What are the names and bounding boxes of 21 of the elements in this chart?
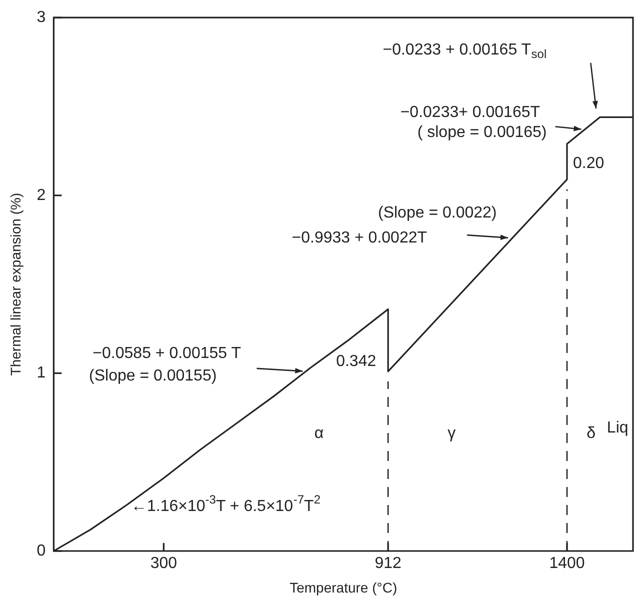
annotation: δ — [586, 425, 596, 442]
annotation: α — [314, 425, 324, 442]
x-tick-label: 912 — [374, 555, 402, 572]
annotation: −0.0585 + 0.00155 T — [92, 344, 242, 362]
annotation: (Slope = 0.00155) — [89, 367, 217, 384]
y-axis-title: Thermal linear expansion (%) — [7, 192, 24, 376]
annotation: −0.0233+ 0.00165T — [400, 104, 540, 122]
y-tick-label: 1 — [36, 364, 46, 382]
annotation: (Slope = 0.0022) — [378, 204, 497, 222]
annotation: Liq — [606, 420, 628, 437]
y-tick-label: 0 — [36, 542, 46, 560]
annotation: γ — [448, 425, 456, 442]
y-tick-label: 3 — [36, 9, 46, 26]
y-tick-label: 2 — [36, 186, 46, 204]
annotation: −0.9933 + 0.0022T — [292, 229, 428, 246]
x-axis-title: Temperature (°C) — [290, 579, 398, 596]
x-tick-label: 300 — [150, 555, 178, 572]
annotation: ( slope = 0.00165) — [417, 124, 547, 142]
annotation: 0.342 — [336, 352, 376, 370]
annotation: 0.20 — [573, 155, 604, 172]
x-tick-label: 1400 — [549, 555, 585, 572]
